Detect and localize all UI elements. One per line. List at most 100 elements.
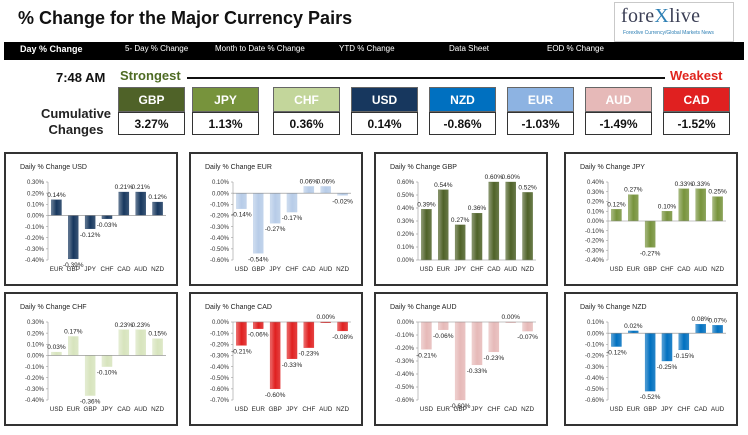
bar-aud — [135, 329, 146, 356]
data-label: -0.54% — [248, 256, 269, 263]
nav-day-change[interactable]: Day % Change — [20, 44, 83, 54]
y-tick-label: -0.30% — [395, 359, 415, 365]
x-tick-label: GBP — [643, 406, 656, 413]
chart-title: Daily % Change JPY — [580, 164, 645, 171]
y-tick-label: -0.30% — [210, 225, 230, 231]
data-label: 0.27% — [451, 217, 470, 224]
y-tick-label: -0.60% — [210, 258, 230, 264]
data-label: -0.27% — [265, 226, 286, 233]
y-tick-label: -0.60% — [395, 398, 415, 404]
data-label: 0.33% — [675, 181, 694, 188]
chart-title: Daily % Change GBP — [390, 164, 457, 171]
pair-value: -1.03% — [507, 112, 574, 135]
bar-aud — [320, 186, 331, 194]
data-label: -0.23% — [484, 355, 505, 362]
bar-nzd — [152, 201, 163, 216]
y-tick-label: 0.20% — [27, 331, 45, 337]
bar-eur — [438, 189, 449, 261]
pair-value: 0.36% — [273, 112, 340, 135]
y-tick-label: 0.30% — [27, 320, 45, 326]
bar-jpy — [471, 321, 483, 366]
y-tick-label: 0.60% — [397, 180, 415, 186]
chart-usd: Daily % Change USD 0.30% 0.20% 0.10% 0.00% -0… — [20, 164, 167, 273]
x-tick-label: JPY — [84, 266, 96, 273]
y-tick-label: -0.20% — [25, 376, 45, 382]
pair-card-gbp: GBP 3.27% — [118, 87, 185, 135]
data-label: -0.23% — [299, 351, 320, 358]
bar-usd — [421, 321, 432, 350]
y-tick-label: 0.00% — [212, 320, 230, 326]
x-tick-label: CHF — [661, 266, 674, 273]
y-tick-label: -0.60% — [210, 387, 230, 393]
pair-value: 0.14% — [351, 112, 418, 135]
y-tick-label: -0.20% — [25, 236, 45, 242]
pair-card-nzd: NZD -0.86% — [429, 87, 496, 135]
bar-jpy — [286, 321, 298, 359]
y-tick-label: -0.50% — [210, 376, 230, 382]
chart-aud: Daily % Change AUD 0.00% -0.10% -0.20% -0.30… — [390, 304, 538, 413]
y-tick-label: 0.50% — [397, 193, 415, 199]
pair-value: -1.52% — [663, 112, 730, 135]
y-tick-label: -0.60% — [585, 398, 605, 404]
bar-usd — [611, 332, 622, 347]
x-tick-label: JPY — [269, 266, 281, 273]
data-label: -0.10% — [97, 370, 118, 377]
data-label: 0.60% — [501, 174, 520, 181]
pair-value: 1.13% — [192, 112, 259, 135]
bar-aud — [135, 191, 146, 216]
chart-chf: Daily % Change CHF 0.30% 0.20% 0.10% 0.00% -0… — [20, 304, 167, 413]
data-label: -0.14% — [231, 212, 252, 219]
pair-name: GBP — [118, 87, 185, 112]
bar-chf — [678, 332, 690, 351]
nav-month-to-date[interactable]: Month to Date % Change — [215, 44, 305, 53]
bar-chf — [101, 215, 113, 219]
x-tick-label: CHF — [101, 266, 114, 273]
nav-data-sheet[interactable]: Data Sheet — [449, 44, 490, 53]
y-tick-label: 0.00% — [397, 320, 415, 326]
data-label: 0.15% — [148, 331, 167, 338]
data-label: -0.36% — [80, 399, 101, 406]
y-tick-label: -0.10% — [585, 229, 605, 235]
nav-eod-change[interactable]: EOD % Change — [547, 44, 604, 53]
x-tick-label: CHF — [487, 406, 500, 413]
bar-cad — [118, 191, 130, 216]
bar-cad — [118, 329, 130, 356]
nav-5day-change[interactable]: 5- Day % Change — [125, 44, 189, 53]
pair-name: CAD — [663, 87, 730, 112]
chart-title: Daily % Change CAD — [205, 304, 272, 311]
y-tick-label: 0.10% — [587, 209, 605, 215]
x-tick-label: CAD — [487, 266, 501, 273]
x-tick-label: CHF — [302, 406, 315, 413]
bar-gbp — [68, 215, 79, 260]
data-label: -0.08% — [332, 334, 353, 341]
data-label: -0.07% — [517, 334, 538, 341]
bar-nzd — [522, 321, 533, 332]
x-tick-label: JPY — [454, 266, 466, 273]
nav-bar: Day % Change 5- Day % Change Month to Da… — [4, 42, 744, 60]
data-label: 0.02% — [624, 323, 643, 330]
y-tick-label: -0.30% — [25, 247, 45, 253]
pair-card-eur: EUR -1.03% — [507, 87, 574, 135]
data-label: 0.21% — [115, 184, 134, 191]
bar-eur — [253, 321, 264, 329]
x-tick-label: NZD — [336, 266, 349, 273]
y-tick-label: 0.00% — [587, 331, 605, 337]
nav-ytd-change[interactable]: YTD % Change — [339, 44, 395, 53]
data-label: 0.23% — [131, 322, 150, 329]
bar-usd — [51, 351, 62, 356]
chart-gbp: Daily % Change GBP 0.60% 0.50% 0.40% 0.30% 0.… — [390, 164, 537, 273]
bar-eur — [628, 330, 639, 334]
x-tick-label: NZD — [711, 266, 724, 273]
pair-card-jpy: JPY 1.13% — [192, 87, 259, 135]
data-label: 0.06% — [300, 178, 319, 185]
bar-eur — [628, 194, 639, 222]
y-tick-label: 0.20% — [27, 191, 45, 197]
y-tick-label: -0.40% — [210, 236, 230, 242]
y-tick-label: 0.40% — [587, 180, 605, 186]
x-tick-label: CAD — [504, 406, 518, 413]
data-label: 0.12% — [607, 201, 626, 208]
bar-cad — [303, 186, 315, 194]
y-tick-label: -0.10% — [25, 365, 45, 371]
forexlive-logo[interactable]: foreXlive Forexlive Currency/Global Mark… — [614, 2, 734, 42]
x-tick-label: AUD — [504, 266, 518, 273]
